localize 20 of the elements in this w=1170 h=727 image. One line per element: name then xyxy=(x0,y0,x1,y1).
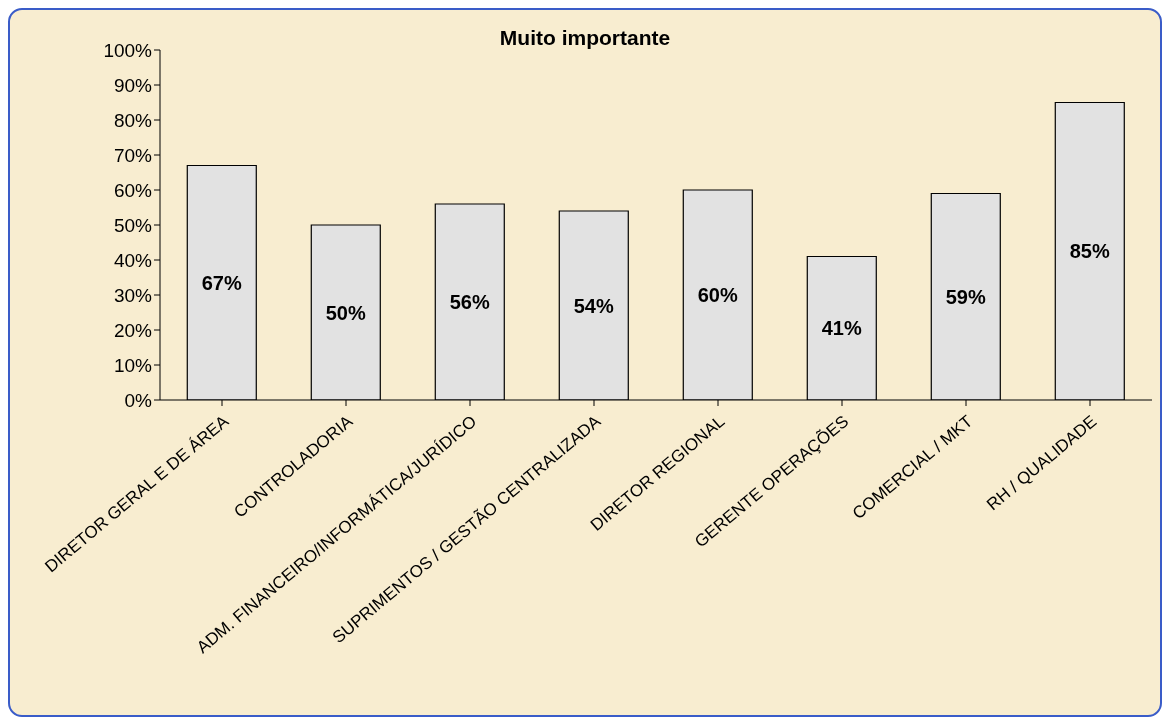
y-tick-label: 10% xyxy=(113,354,153,376)
y-tick-label: 70% xyxy=(113,144,153,166)
chart-title: Muito importante xyxy=(499,26,671,49)
data-label: 67% xyxy=(201,271,243,294)
y-tick-label: 50% xyxy=(113,214,153,236)
data-label: 41% xyxy=(821,317,863,340)
y-tick-label: 100% xyxy=(103,39,153,61)
data-label: 56% xyxy=(449,291,491,314)
data-label: 85% xyxy=(1069,240,1111,263)
y-tick-label: 90% xyxy=(113,74,153,96)
data-label: 54% xyxy=(573,294,615,317)
y-tick-label: 20% xyxy=(113,319,153,341)
y-tick-label: 40% xyxy=(113,249,153,271)
y-tick-label: 60% xyxy=(113,179,153,201)
y-tick-label: 0% xyxy=(124,389,153,411)
data-label: 50% xyxy=(325,301,367,324)
y-tick-label: 30% xyxy=(113,284,153,306)
data-label: 60% xyxy=(697,284,739,307)
data-label: 59% xyxy=(945,285,987,308)
y-tick-label: 80% xyxy=(113,109,153,131)
